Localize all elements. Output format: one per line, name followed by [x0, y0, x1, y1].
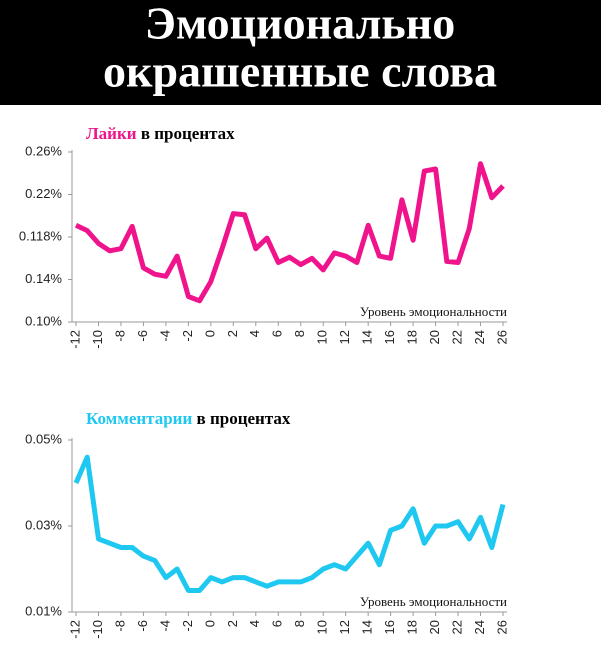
x-tick-label: -8: [112, 330, 127, 342]
x-tick-label: 24: [472, 330, 487, 344]
chart-title-highlight: Комментарии: [86, 409, 192, 428]
x-tick-label: -2: [180, 620, 195, 632]
y-tick-label: 0.01%: [25, 603, 62, 618]
x-tick-label: 10: [315, 620, 330, 634]
x-tick-label: -4: [157, 330, 172, 342]
y-tick-label: 0.10%: [25, 313, 62, 328]
x-tick-label: -2: [180, 330, 195, 342]
chart-title: Комментарии в процентах: [86, 409, 291, 428]
x-tick-label: 10: [315, 330, 330, 344]
x-tick-label: -12: [67, 620, 82, 639]
x-tick-label: 18: [405, 330, 420, 344]
y-tick-label: 0.14%: [25, 271, 62, 286]
x-tick-label: -8: [112, 620, 127, 632]
x-tick-label: 4: [247, 330, 262, 337]
x-tick-label: 14: [360, 330, 375, 344]
data-line: [74, 161, 505, 304]
x-axis-label: Уровень эмоциональности: [360, 594, 507, 609]
x-tick-label: -4: [157, 620, 172, 632]
x-tick-label: 22: [449, 330, 464, 344]
header-band: [0, 0, 601, 105]
y-tick-label: 0.03%: [25, 517, 62, 532]
x-tick-label: 16: [382, 330, 397, 344]
y-tick-label: 0.05%: [25, 431, 62, 446]
x-tick-label: 6: [270, 330, 285, 337]
x-tick-label: 2: [225, 620, 240, 627]
x-axis-label: Уровень эмоциональности: [360, 304, 507, 319]
y-tick-label: 0.118%: [19, 228, 63, 243]
x-tick-label: 22: [449, 620, 464, 634]
x-tick-label: -6: [135, 620, 150, 632]
x-tick-label: -6: [135, 330, 150, 342]
x-tick-label: -12: [67, 330, 82, 349]
x-tick-label: -10: [90, 330, 105, 349]
x-tick-label: 12: [337, 330, 352, 344]
x-tick-label: 20: [427, 330, 442, 344]
chart-title-rest: в процентах: [141, 124, 235, 143]
x-tick-label: 26: [494, 330, 509, 344]
x-tick-label: 20: [427, 620, 442, 634]
data-line: [73, 454, 506, 593]
x-tick-label: 12: [337, 620, 352, 634]
chart-title-highlight: Лайки: [86, 124, 137, 143]
x-tick-label: 14: [360, 620, 375, 634]
header-title: окрашенные слова: [103, 46, 497, 97]
x-tick-label: 0: [202, 620, 217, 627]
x-tick-label: 16: [382, 620, 397, 634]
y-tick-label: 0.26%: [25, 143, 62, 158]
x-tick-label: 18: [405, 620, 420, 634]
x-tick-label: 24: [472, 620, 487, 634]
x-tick-label: -10: [90, 620, 105, 639]
x-tick-label: 26: [494, 620, 509, 634]
x-tick-label: 0: [202, 330, 217, 337]
chart-title: Лайки в процентах: [86, 124, 235, 143]
x-tick-label: 6: [270, 620, 285, 627]
x-tick-label: 4: [247, 620, 262, 627]
x-tick-label: 8: [292, 330, 307, 337]
x-tick-label: 8: [292, 620, 307, 627]
x-tick-label: 2: [225, 330, 240, 337]
header-title: Эмоционально: [145, 0, 455, 49]
y-tick-label: 0.22%: [25, 186, 62, 201]
chart-title-rest: в процентах: [197, 409, 291, 428]
